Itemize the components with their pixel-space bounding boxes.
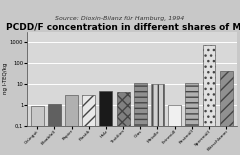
Bar <box>185 83 198 155</box>
Bar <box>117 93 130 155</box>
Bar <box>31 106 44 155</box>
Bar <box>99 91 112 155</box>
Bar <box>168 105 181 155</box>
Bar <box>151 84 164 155</box>
Text: Source: Dioxin-Bilanz für Hamburg, 1994: Source: Dioxin-Bilanz für Hamburg, 1994 <box>55 16 185 21</box>
Bar <box>82 95 95 155</box>
Bar <box>48 104 61 155</box>
Y-axis label: ng I-TEQ/kg: ng I-TEQ/kg <box>3 63 8 94</box>
Bar <box>134 83 147 155</box>
Bar <box>220 71 233 155</box>
Bar <box>65 95 78 155</box>
Bar <box>203 45 216 155</box>
Title: PCDD/F concentration in different shares of MSW: PCDD/F concentration in different shares… <box>6 22 240 31</box>
